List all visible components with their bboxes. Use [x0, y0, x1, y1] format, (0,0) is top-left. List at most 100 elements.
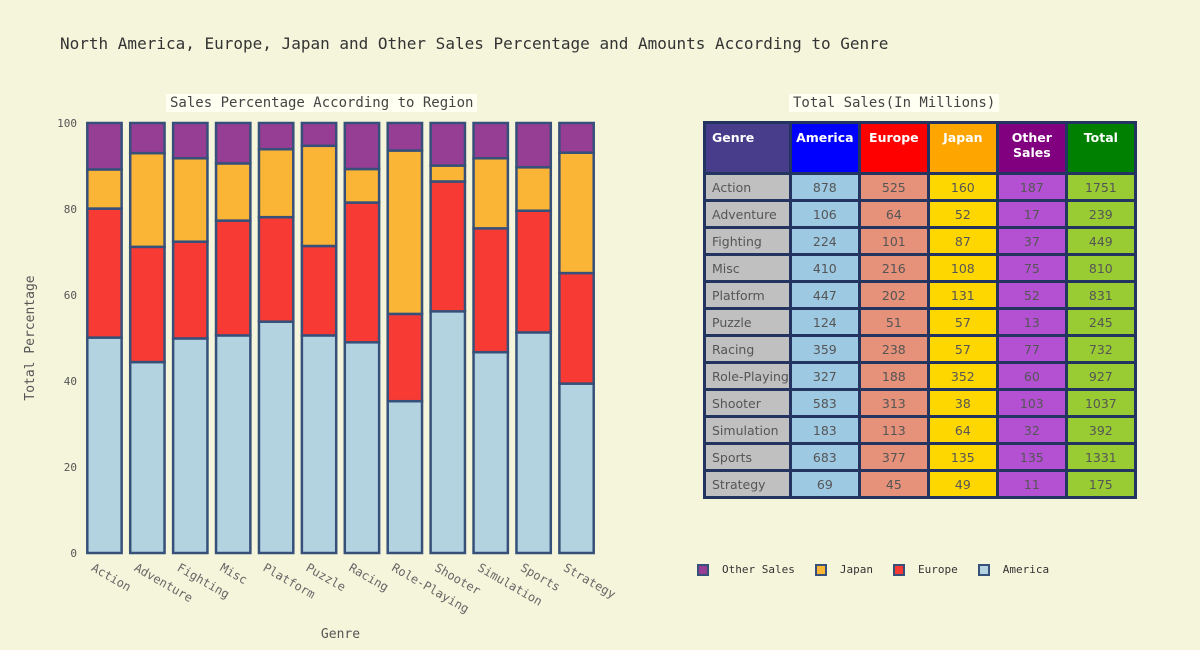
- table-cell-america: 583: [788, 388, 861, 418]
- table-cell-other-sales: 52: [995, 280, 1068, 310]
- table-row: Strategy 69 45 49 11 175: [703, 469, 1137, 499]
- bar-chart-subtitle: Sales Percentage According to Region: [166, 94, 478, 112]
- bar-europe-sports: [515, 209, 553, 334]
- table-cell-america: 359: [788, 334, 861, 364]
- table-cell-other-sales: 103: [995, 388, 1068, 418]
- bar-japan-puzzle: [300, 144, 338, 248]
- table-cell-america: 69: [788, 469, 861, 499]
- bar-other-sales-misc: [214, 121, 252, 165]
- bar-america-misc: [214, 334, 252, 555]
- table-row: Role-Playing 327 188 352 60 927: [703, 361, 1137, 391]
- table-row: Sports 683 377 135 135 1331: [703, 442, 1137, 472]
- bar-japan-sports: [515, 166, 553, 212]
- table-header-other-sales: Other Sales: [995, 121, 1068, 175]
- bar-other-sales-role-playing: [386, 121, 424, 152]
- table-cell-europe: 216: [857, 253, 930, 283]
- table-cell-other-sales: 75: [995, 253, 1068, 283]
- bar-other-sales-action: [86, 121, 123, 171]
- table-cell-america: 224: [788, 226, 861, 256]
- bar-europe-platform: [257, 215, 295, 323]
- legend-item[interactable]: Europe: [892, 563, 958, 576]
- table-cell-europe: 188: [857, 361, 930, 391]
- table-cell-america: 683: [788, 442, 861, 472]
- bar-america-adventure: [128, 360, 166, 555]
- bar-america-role-playing: [386, 399, 424, 555]
- table-cell-genre: Racing: [703, 334, 792, 364]
- table-cell-other-sales: 187: [995, 172, 1068, 202]
- legend-label: Other Sales: [722, 563, 795, 576]
- table-cell-america: 327: [788, 361, 861, 391]
- table-header-america: America: [788, 121, 861, 175]
- table-row: Puzzle 124 51 57 13 245: [703, 307, 1137, 337]
- table-cell-other-sales: 77: [995, 334, 1068, 364]
- table-cell-genre: Adventure: [703, 199, 792, 229]
- bar-japan-shooter: [429, 164, 467, 183]
- table-cell-japan: 160: [926, 172, 999, 202]
- table-cell-japan: 38: [926, 388, 999, 418]
- legend-item[interactable]: Japan: [814, 563, 873, 576]
- table-cell-america: 410: [788, 253, 861, 283]
- bar-america-platform: [257, 320, 295, 555]
- bar-japan-action: [86, 168, 123, 210]
- bar-other-sales-platform: [257, 121, 295, 151]
- y-tick-label: 40: [64, 375, 77, 388]
- legend-item[interactable]: Other Sales: [697, 563, 795, 576]
- bar-japan-strategy: [558, 151, 595, 275]
- table-cell-genre: Shooter: [703, 388, 792, 418]
- legend-swatch: [814, 563, 827, 576]
- table-cell-total: 1037: [1064, 388, 1137, 418]
- bar-europe-shooter: [429, 180, 467, 313]
- bar-other-sales-simulation: [472, 121, 510, 160]
- table-cell-total: 1751: [1064, 172, 1137, 202]
- table-cell-japan: 87: [926, 226, 999, 256]
- legend-item[interactable]: America: [977, 563, 1049, 576]
- bar-europe-simulation: [472, 227, 510, 354]
- legend: Other Sales Japan Europe America: [697, 563, 1069, 576]
- y-axis-label: Total Percentage: [23, 275, 38, 400]
- bar-america-racing: [343, 341, 381, 555]
- legend-swatch: [697, 563, 709, 576]
- bar-europe-adventure: [128, 245, 166, 364]
- table-cell-america: 106: [788, 199, 861, 229]
- bar-other-sales-shooter: [429, 121, 467, 167]
- table-cell-total: 732: [1064, 334, 1137, 364]
- table-cell-genre: Misc: [703, 253, 792, 283]
- bar-japan-adventure: [128, 151, 166, 249]
- y-tick-label: 0: [70, 547, 77, 560]
- sales-table: Genre America Europe Japan Other Sales Total …: [703, 121, 1137, 499]
- table-cell-genre: Strategy: [703, 469, 792, 499]
- table-cell-total: 810: [1064, 253, 1137, 283]
- bar-europe-strategy: [558, 271, 595, 385]
- bar-america-fighting: [171, 337, 209, 555]
- bar-europe-racing: [343, 201, 381, 344]
- table-header-genre: Genre: [703, 121, 792, 175]
- bar-other-sales-racing: [343, 121, 381, 171]
- legend-swatch: [977, 563, 990, 576]
- bar-europe-misc: [214, 219, 252, 337]
- table-header-europe: Europe: [857, 121, 930, 175]
- table-cell-total: 392: [1064, 415, 1137, 445]
- table-cell-other-sales: 60: [995, 361, 1068, 391]
- legend-label: Japan: [839, 563, 873, 576]
- table-cell-europe: 202: [857, 280, 930, 310]
- table-cell-japan: 52: [926, 199, 999, 229]
- bar-japan-simulation: [472, 157, 510, 230]
- bar-europe-role-playing: [386, 312, 424, 403]
- bar-other-sales-adventure: [128, 121, 166, 155]
- table-cell-japan: 131: [926, 280, 999, 310]
- table-cell-total: 449: [1064, 226, 1137, 256]
- table-cell-other-sales: 37: [995, 226, 1068, 256]
- table-cell-japan: 57: [926, 307, 999, 337]
- y-tick-label: 20: [64, 461, 77, 474]
- bar-america-sports: [515, 331, 553, 555]
- bar-japan-role-playing: [386, 149, 424, 316]
- chart-title: North America, Europe, Japan and Other S…: [60, 34, 889, 53]
- table-row: Platform 447 202 131 52 831: [703, 280, 1137, 310]
- bar-other-sales-puzzle: [300, 121, 338, 148]
- table-subtitle: Total Sales(In Millions): [789, 94, 1000, 112]
- x-tick-label: Action: [89, 560, 134, 594]
- bar-europe-action: [86, 207, 123, 339]
- bar-america-shooter: [429, 310, 467, 555]
- bar-other-sales-sports: [515, 121, 553, 169]
